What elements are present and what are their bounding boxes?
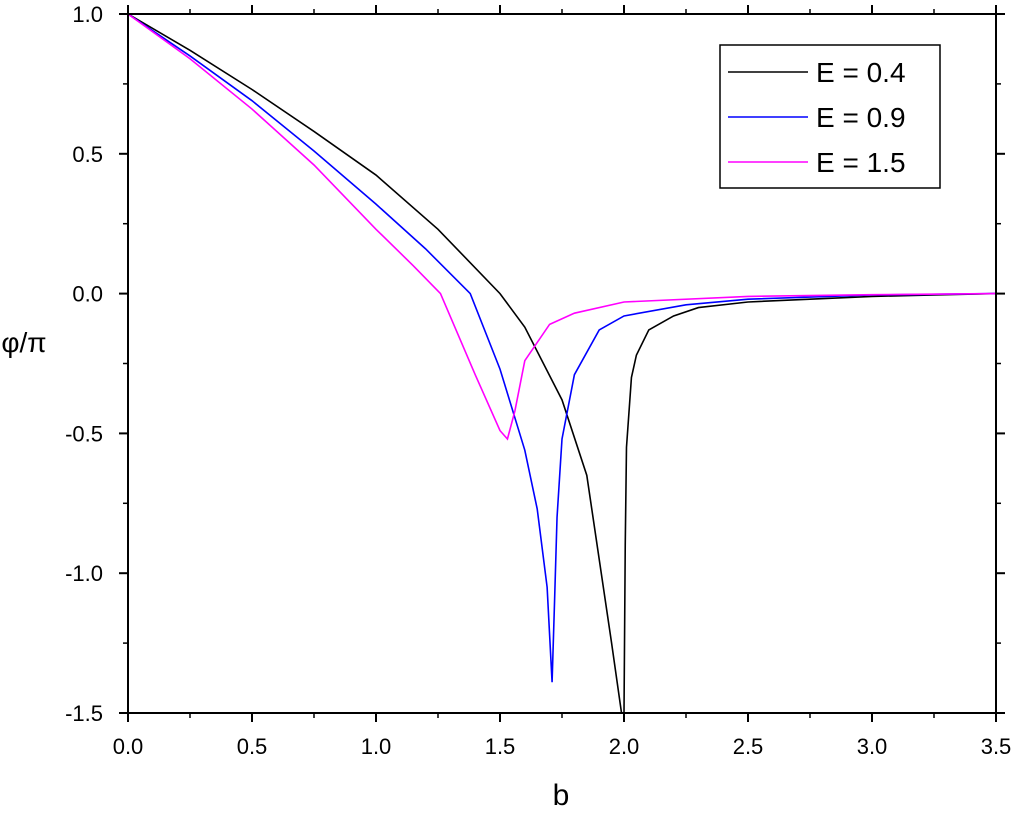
y-tick-label: -1.0: [65, 561, 103, 586]
y-tick-label: -0.5: [65, 421, 103, 446]
x-tick-label: 0.0: [113, 734, 144, 759]
plot-area: [128, 14, 996, 713]
legend-label: E = 0.4: [816, 57, 906, 88]
x-tick-label: 2.5: [733, 734, 764, 759]
legend-label: E = 1.5: [816, 147, 906, 178]
x-axis-label: b: [553, 779, 570, 812]
y-tick-label: -1.5: [65, 701, 103, 726]
series-line: [128, 14, 996, 441]
y-tick-label: 0.5: [72, 142, 103, 167]
y-tick-label: 1.0: [72, 2, 103, 27]
y-tick-label: 0.0: [72, 282, 103, 307]
series-line: [128, 14, 996, 713]
legend-label: E = 0.9: [816, 102, 906, 133]
x-tick-label: 3.0: [857, 734, 888, 759]
y-axis-label: φ/π: [1, 327, 46, 358]
x-tick-label: 3.5: [981, 734, 1012, 759]
series-line: [128, 14, 996, 683]
x-tick-label: 0.5: [237, 734, 268, 759]
x-tick-label: 1.0: [361, 734, 392, 759]
x-tick-label: 1.5: [485, 734, 516, 759]
x-tick-label: 2.0: [609, 734, 640, 759]
